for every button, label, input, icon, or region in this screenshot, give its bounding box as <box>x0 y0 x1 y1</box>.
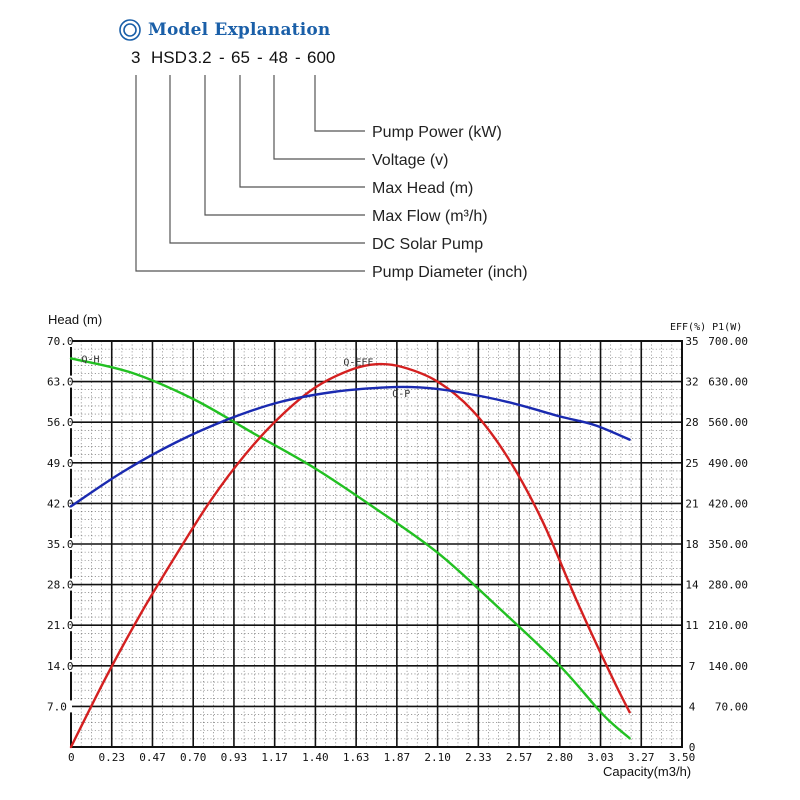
code-dash: - <box>257 48 263 67</box>
left-axis-title: Head (m) <box>48 312 102 327</box>
tick-label-bg <box>44 416 72 429</box>
p1-tick-label: 210.00 <box>708 619 748 632</box>
legend-pump-power: Pump Power (kW) <box>372 124 502 141</box>
p1-tick-label: 70.00 <box>715 700 748 713</box>
tick-label-bg <box>44 375 72 388</box>
legend-pump-diameter: Pump Diameter (inch) <box>372 264 528 281</box>
curve-tag-q-eff: Q-EFF <box>343 357 373 368</box>
p1-tick-label: 560.00 <box>708 416 748 429</box>
title-row: Model Explanation <box>118 18 330 42</box>
p1-tick-label: 350.00 <box>708 538 748 551</box>
eff-tick-label: 28 <box>685 416 698 429</box>
x-tick-label: 1.17 <box>261 751 288 764</box>
curve-tag-q-h: Q-H <box>81 354 99 365</box>
x-tick-label: 2.33 <box>465 751 492 764</box>
eff-tick-label: 14 <box>685 579 699 592</box>
code-part-power: 600 <box>307 48 336 67</box>
p1-tick-label: 140.00 <box>708 660 748 673</box>
legend-max-flow: Max Flow (m³/h) <box>372 208 488 225</box>
x-tick-label: 0.47 <box>139 751 166 764</box>
head-tick-label: 63.0 <box>47 376 74 389</box>
tick-label-bg <box>44 700 72 713</box>
x-tick-label: 3.27 <box>628 751 655 764</box>
p1-tick-label: 700.00 <box>708 335 748 348</box>
x-tick-label: 0.70 <box>180 751 207 764</box>
code-part-voltage: 48 <box>269 48 288 67</box>
p1-tick-label: 630.00 <box>708 376 748 389</box>
code-part-head: 65 <box>231 48 250 67</box>
head-tick-label: 70.0 <box>47 335 74 348</box>
x-tick-label: 1.87 <box>384 751 411 764</box>
x-axis-title: Capacity(m3/h) <box>603 764 691 779</box>
curve-tag-q-p: Q-P <box>392 389 410 400</box>
head-tick-label: 49.0 <box>47 457 74 470</box>
head-tick-label: 42.0 <box>47 497 74 510</box>
code-part-type: HSD <box>151 48 187 67</box>
p1-tick-label: 280.00 <box>708 579 748 592</box>
code-dash: - <box>219 48 225 67</box>
head-tick-label: 56.0 <box>47 416 74 429</box>
eff-tick-label: 7 <box>689 660 696 673</box>
x-tick-label: 3.03 <box>587 751 614 764</box>
p1-tick-label: 420.00 <box>708 497 748 510</box>
p1-tick-label: 490.00 <box>708 457 748 470</box>
x-tick-label: 0.23 <box>98 751 125 764</box>
eff-tick-label: 0 <box>689 741 696 754</box>
right-axis-title: EFF(%) P1(W) <box>670 322 742 333</box>
tick-label-bg <box>44 497 72 510</box>
x-tick-label: 0 <box>68 751 75 764</box>
model-diagram: Pump Power (kW) Voltage (v) Max Head (m)… <box>135 75 528 281</box>
x-tick-label: 2.80 <box>547 751 574 764</box>
tick-label-bg <box>44 578 72 591</box>
eff-tick-label: 25 <box>685 457 698 470</box>
x-tick-label: 1.40 <box>302 751 329 764</box>
x-tick-label: 3.50 <box>669 751 696 764</box>
tick-label-bg <box>44 335 72 347</box>
x-tick-label: 1.63 <box>343 751 370 764</box>
code-part-flow: 3.2 <box>188 48 212 67</box>
eff-tick-label: 18 <box>685 538 698 551</box>
head-tick-label: 7.0 <box>47 700 67 713</box>
tick-label-bg <box>44 619 72 632</box>
chart-curves: Q-H Q-EFF Q-P <box>69 354 631 749</box>
leader-line-head <box>239 75 365 188</box>
page-title: Model Explanation <box>148 20 331 40</box>
series-line-q-eff <box>69 362 631 749</box>
head-tick-label: 14.0 <box>47 660 74 673</box>
leader-line-type <box>169 75 365 244</box>
eff-tick-label: 21 <box>685 497 698 510</box>
eff-tick-label: 35 <box>685 335 698 348</box>
eff-tick-label: 32 <box>685 376 698 389</box>
tick-label-bg <box>44 456 72 469</box>
series-line-q-p <box>69 385 631 508</box>
tick-label-bg <box>44 538 72 550</box>
leader-line-flow <box>204 75 365 216</box>
code-dash: - <box>295 48 301 67</box>
chart-grid <box>70 340 683 748</box>
x-tick-label: 0.93 <box>221 751 248 764</box>
legend-voltage: Voltage (v) <box>372 152 448 169</box>
series-line-q-h <box>69 357 631 740</box>
leader-line-voltage <box>273 75 365 160</box>
legend-max-head: Max Head (m) <box>372 180 473 197</box>
head-tick-label: 21.0 <box>47 619 74 632</box>
tick-label-bg <box>44 659 72 672</box>
code-part-diameter: 3 <box>131 48 141 67</box>
eff-tick-label: 11 <box>685 619 698 632</box>
chart-ticks: 0 0.23 0.47 0.70 0.93 1.17 1.40 1.63 1.87 2.10 2.3… <box>44 335 748 764</box>
leader-line-power <box>314 75 365 132</box>
eff-tick-label: 4 <box>689 700 696 713</box>
x-tick-label: 2.57 <box>506 751 533 764</box>
leader-line-diameter <box>135 75 365 272</box>
target-circle-icon <box>119 19 141 41</box>
x-tick-label: 2.10 <box>424 751 451 764</box>
legend-dc-solar-pump: DC Solar Pump <box>372 236 483 253</box>
head-tick-label: 35.0 <box>47 538 74 551</box>
head-tick-label: 28.0 <box>47 579 74 592</box>
